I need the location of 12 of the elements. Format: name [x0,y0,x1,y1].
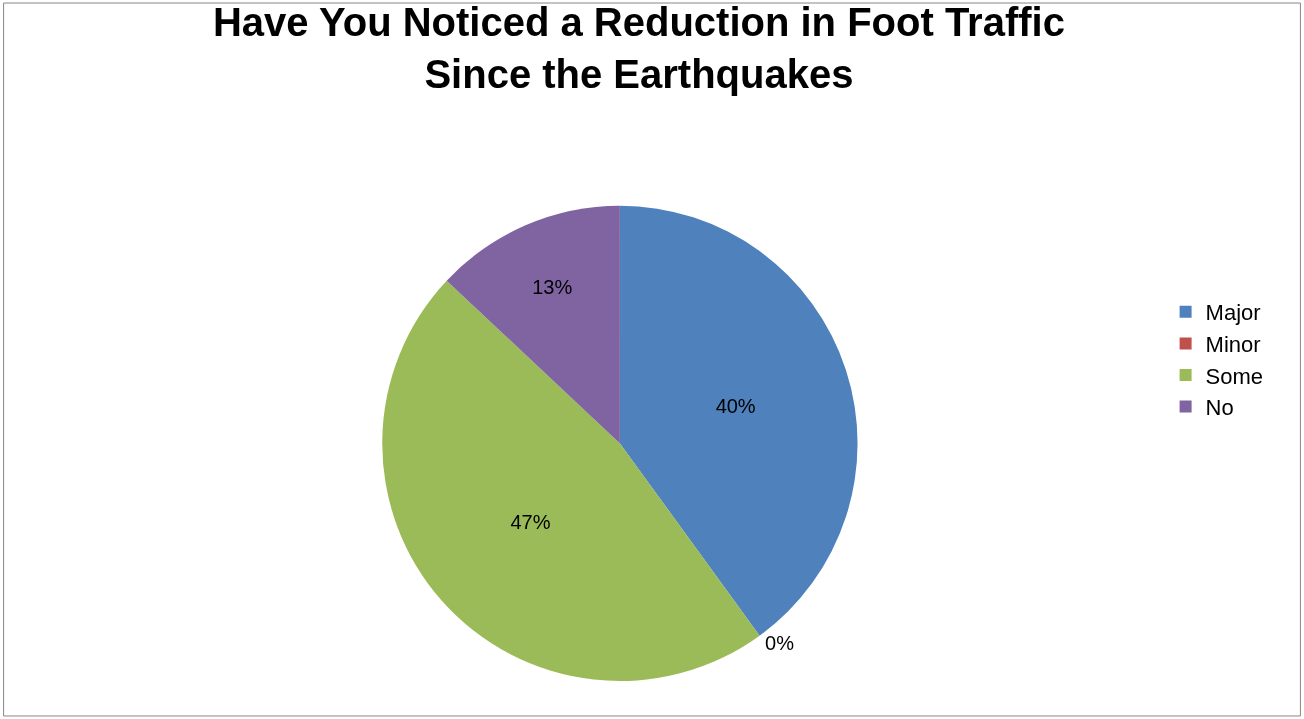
pie-slice [446,205,620,444]
pie-slice [619,205,858,636]
pie-slice [382,280,760,682]
data-label: 47% [510,511,551,534]
legend-label: Major [1205,300,1261,326]
legend-label: Some [1205,363,1264,389]
text: 0% [765,631,794,654]
chart-title: Have You Noticed a Reduction in Foot Traffic Since the Earthquakes [212,0,1065,96]
data-label: 40% [715,394,756,417]
data-label: 13% [532,276,573,299]
legend-label: No [1205,395,1234,421]
legend-label: Minor [1205,331,1261,357]
